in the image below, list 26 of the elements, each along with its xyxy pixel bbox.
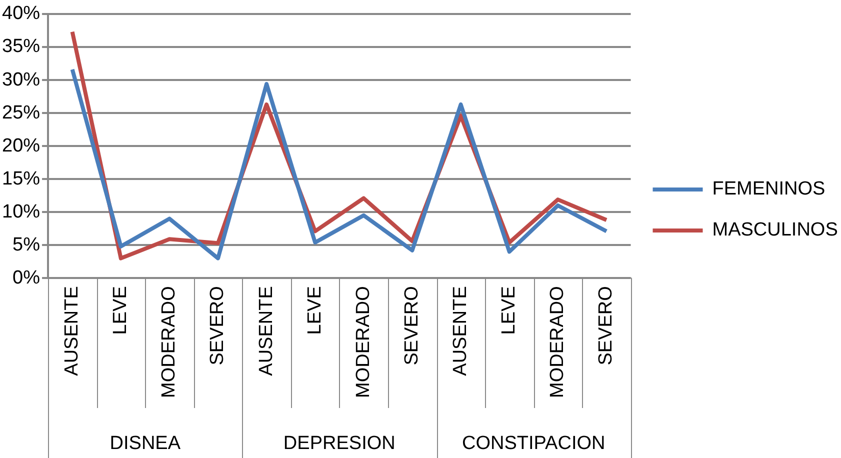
text: DISNEA <box>110 433 181 454</box>
text: DEPRESION <box>283 433 396 454</box>
x-tick-label: MODERADO <box>158 286 180 398</box>
x-tick-label: MODERADO <box>352 286 374 398</box>
x-tick-label: AUSENTE <box>62 286 83 376</box>
y-tick-label: 30% <box>2 69 40 90</box>
legend-label: FEMENINOS <box>712 178 826 200</box>
y-tick-label: 15% <box>2 168 40 190</box>
x-tick-label: LEVE <box>110 286 132 335</box>
x-tick-label: LEVE <box>498 286 520 335</box>
x-tick-label: SEVERO <box>596 286 617 366</box>
x-tick-label: SEVERO <box>401 286 422 366</box>
x-tick-label: AUSENTE <box>256 286 277 376</box>
legend-label: MASCULINOS <box>712 220 838 241</box>
x-tick-label: AUSENTE <box>450 286 472 376</box>
y-tick-label: 25% <box>2 102 40 124</box>
y-tick-label: 10% <box>2 201 40 222</box>
y-tick-label: 0% <box>12 267 40 288</box>
text: CONSTIPACION <box>462 433 606 454</box>
x-tick-label: SEVERO <box>207 286 228 366</box>
y-tick-label: 20% <box>2 135 40 156</box>
x-tick-label: MODERADO <box>547 286 568 398</box>
y-tick-label: 5% <box>12 234 40 256</box>
y-tick-label: 35% <box>2 36 40 58</box>
y-tick-label: 40% <box>2 3 40 24</box>
x-tick-label: LEVE <box>304 286 326 335</box>
